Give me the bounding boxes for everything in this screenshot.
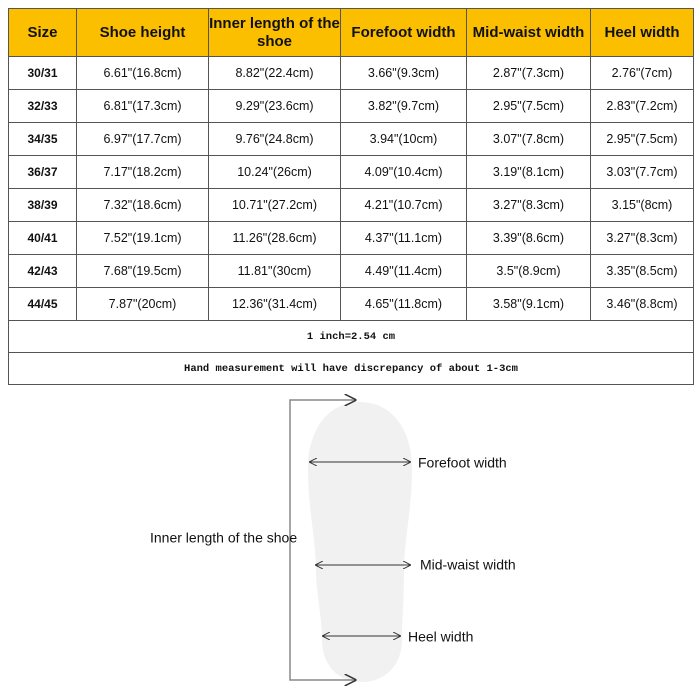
table-cell: 4.21"(10.7cm) [340, 188, 467, 222]
table-cell: 10.24"(26cm) [208, 155, 341, 189]
table-cell: 4.65"(11.8cm) [340, 287, 467, 321]
table-cell: 2.87"(7.3cm) [466, 56, 591, 90]
size-cell: 44/45 [8, 287, 77, 321]
table-row: 36/37 7.17"(18.2cm) 10.24"(26cm) 4.09"(10.4… [8, 155, 694, 189]
table-cell: 8.82"(22.4cm) [208, 56, 341, 90]
table-cell: 3.27"(8.3cm) [590, 221, 694, 255]
table-cell: 6.81"(17.3cm) [76, 89, 209, 123]
forefoot-label: Forefoot width [418, 455, 507, 471]
table-cell: 11.81"(30cm) [208, 254, 341, 288]
table-cell: 7.87"(20cm) [76, 287, 209, 321]
table-cell: 10.71"(27.2cm) [208, 188, 341, 222]
table-cell: 7.17"(18.2cm) [76, 155, 209, 189]
length-label: Inner length of the shoe [150, 530, 297, 546]
table-row: 34/35 6.97"(17.7cm) 9.76"(24.8cm) 3.94"(10c… [8, 122, 694, 156]
table-cell: 3.15"(8cm) [590, 188, 694, 222]
length-bracket [289, 400, 355, 680]
heel-label: Heel width [408, 629, 473, 645]
table-cell: 11.26"(28.6cm) [208, 221, 341, 255]
table-cell: 3.82"(9.7cm) [340, 89, 467, 123]
table-row: 44/45 7.87"(20cm) 12.36"(31.4cm) 4.65"(11.8… [8, 287, 694, 321]
table-row: 40/41 7.52"(19.1cm) 11.26"(28.6cm) 4.37"(11… [8, 221, 694, 255]
waist-label: Mid-waist width [420, 557, 516, 573]
table-cell: 7.32"(18.6cm) [76, 188, 209, 222]
note-row: 1 inch=2.54 cm [8, 320, 694, 353]
note-cell: 1 inch=2.54 cm [8, 320, 694, 353]
table-cell: 3.03"(7.7cm) [590, 155, 694, 189]
header-cell: Size [8, 8, 77, 57]
header-cell: Mid-waist width [466, 8, 591, 57]
insole [308, 402, 412, 682]
size-cell: 40/41 [8, 221, 77, 255]
size-cell: 32/33 [8, 89, 77, 123]
note-row: Hand measurement will have discrepancy o… [8, 352, 694, 385]
table-cell: 3.94"(10cm) [340, 122, 467, 156]
table-row: 32/33 6.81"(17.3cm) 9.29"(23.6cm) 3.82"(9.7… [8, 89, 694, 123]
table-cell: 3.19"(8.1cm) [466, 155, 591, 189]
table-cell: 3.46"(8.8cm) [590, 287, 694, 321]
size-cell: 38/39 [8, 188, 77, 222]
table-cell: 4.37"(11.1cm) [340, 221, 467, 255]
header-cell: Forefoot width [340, 8, 467, 57]
table-cell: 7.68"(19.5cm) [76, 254, 209, 288]
size-cell: 34/35 [8, 122, 77, 156]
header-row: Size Shoe height Inner length of the shoe F… [8, 8, 694, 57]
table-cell: 4.09"(10.4cm) [340, 155, 467, 189]
size-cell: 30/31 [8, 56, 77, 90]
table-cell: 6.61"(16.8cm) [76, 56, 209, 90]
table-cell: 3.35"(8.5cm) [590, 254, 694, 288]
table-cell: 12.36"(31.4cm) [208, 287, 341, 321]
table-cell: 4.49"(11.4cm) [340, 254, 467, 288]
table-row: 42/43 7.68"(19.5cm) 11.81"(30cm) 4.49"(11.4… [8, 254, 694, 288]
size-table: Size Shoe height Inner length of the shoe F… [8, 8, 694, 385]
note-cell: Hand measurement will have discrepancy o… [8, 352, 694, 385]
table-cell: 2.95"(7.5cm) [466, 89, 591, 123]
